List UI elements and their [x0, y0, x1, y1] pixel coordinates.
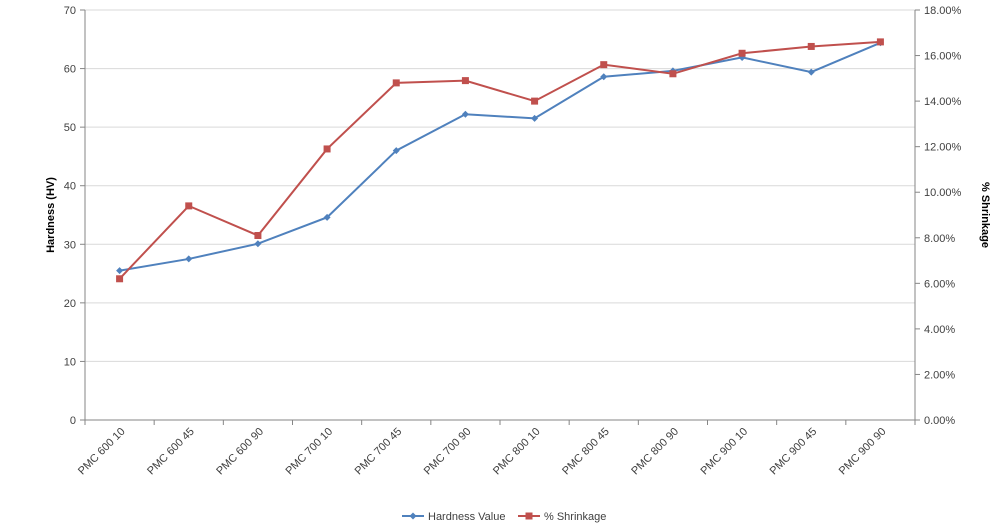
y-tick-label: 0 [70, 415, 76, 427]
data-point [323, 213, 331, 221]
data-point [461, 77, 469, 85]
y-tick-label: 50 [64, 122, 76, 134]
series-line [118, 40, 881, 280]
tick-labels: 0 10 20 30 40 50 60 70 0.00% 2.00% 4.00% 6.00% 8.00%… [64, 5, 962, 477]
y-tick-label: 40 [64, 181, 76, 193]
y2-tick-label: 14.00% [924, 96, 962, 108]
x-tick-label: PMC 800 90 [629, 426, 681, 478]
y2-tick-label: 2.00% [924, 369, 955, 381]
x-tick-label: PMC 700 45 [353, 426, 405, 478]
data-point [392, 79, 400, 87]
data-point [185, 255, 193, 263]
data-point [254, 240, 262, 248]
series-line [119, 41, 881, 272]
y-axis-title: Hardness (HV) [45, 177, 57, 253]
data-point [807, 42, 815, 50]
x-tick-label: PMC 900 10 [698, 426, 750, 478]
y2-tick-label: 10.00% [924, 187, 962, 199]
x-tick-label: PMC 600 10 [76, 426, 128, 478]
data-point [461, 110, 469, 118]
gridlines [85, 9, 915, 362]
data-point [807, 68, 815, 76]
y2-tick-label: 4.00% [924, 324, 955, 336]
y2-tick-label: 18.00% [924, 5, 962, 17]
y-tick-label: 60 [64, 64, 76, 76]
y2-tick-label: 6.00% [924, 278, 955, 290]
x-tick-label: PMC 600 45 [145, 426, 197, 478]
data-point [876, 38, 884, 46]
x-tick-label: PMC 800 45 [560, 426, 612, 478]
x-tick-label: PMC 700 10 [283, 426, 335, 478]
y-tick-label: 20 [64, 298, 76, 310]
axes [80, 9, 920, 425]
data-point [116, 275, 124, 283]
legend-marker [409, 512, 417, 520]
data-point [116, 267, 124, 275]
y-tick-label: 30 [64, 239, 76, 251]
legend: Hardness Value % Shrinkage [402, 511, 606, 523]
legend-marker [525, 512, 533, 520]
y2-tick-label: 12.00% [924, 142, 962, 154]
x-tick-label: PMC 800 10 [491, 426, 543, 478]
y-tick-label: 10 [64, 356, 76, 368]
x-tick-label: PMC 900 45 [768, 426, 820, 478]
x-tick-label: PMC 700 90 [422, 426, 474, 478]
data-point [738, 49, 746, 57]
y2-tick-label: 8.00% [924, 233, 955, 245]
data-point [185, 202, 193, 210]
legend-label: % Shrinkage [544, 511, 606, 523]
data-point [600, 73, 608, 81]
series-lines [116, 38, 884, 283]
data-point [669, 70, 677, 78]
data-point [600, 61, 608, 69]
data-point [392, 147, 400, 155]
x-tick-label: PMC 900 90 [837, 426, 889, 478]
data-point [254, 232, 262, 239]
data-point [531, 97, 539, 105]
y2-tick-label: 0.00% [924, 415, 955, 427]
y-tick-label: 70 [64, 5, 76, 17]
legend-label: Hardness Value [428, 511, 505, 523]
y2-axis-title: % Shrinkage [979, 182, 991, 248]
y2-tick-label: 16.00% [924, 51, 962, 63]
x-tick-label: PMC 600 90 [214, 426, 266, 478]
data-point [531, 114, 539, 122]
data-point [323, 145, 331, 153]
